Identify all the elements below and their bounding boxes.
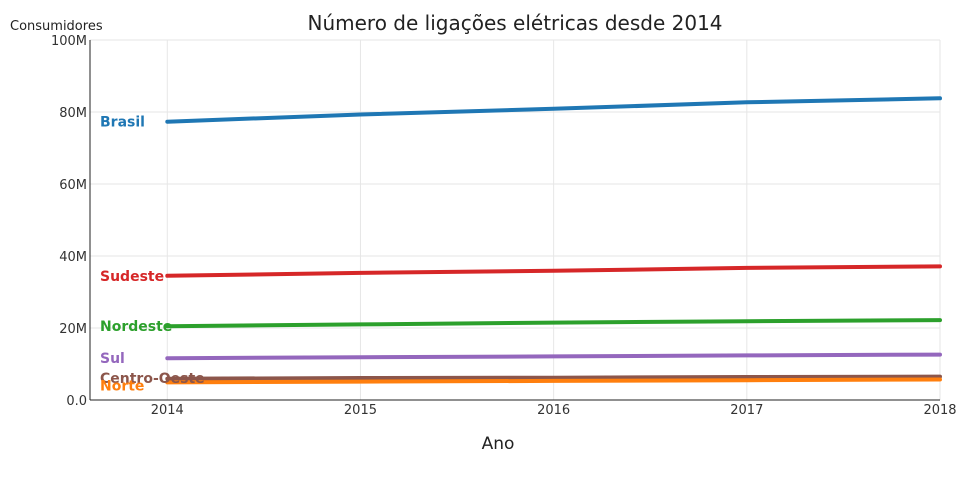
- series-layer: [165, 96, 942, 385]
- series-label-brasil: Brasil: [100, 115, 145, 131]
- x-tick-label: 2017: [730, 403, 763, 418]
- grid-layer: [90, 39, 941, 400]
- y-tick-label: 60M: [59, 178, 87, 193]
- series-label-sul: Sul: [100, 351, 125, 367]
- series-label-centro-oeste: Centro-Oeste: [100, 371, 205, 387]
- y-axis-title: Consumidores: [10, 19, 103, 34]
- x-tick-label: 2014: [151, 403, 184, 418]
- axis-layer: 0.0 20M 40M 60M 80M 100M 2014 2015 2016 2017 2018: [51, 34, 957, 418]
- series-line-centro-oeste: [165, 374, 942, 381]
- y-tick-label: 20M: [59, 322, 87, 337]
- chart-title: Número de ligações elétricas desde 2014: [307, 11, 722, 35]
- series-line-nordeste: [165, 318, 942, 329]
- series-line-norte: [165, 377, 942, 385]
- y-tick-label: 0.0: [66, 394, 87, 409]
- series-label-norte: Norte: [100, 378, 144, 394]
- y-tick-label: 40M: [59, 250, 87, 265]
- series-label-sudeste: Sudeste: [100, 269, 164, 285]
- series-line-sudeste: [165, 264, 942, 278]
- x-tick-label: 2018: [923, 403, 956, 418]
- series-label-layer: Brasil Sudeste Nordeste Sul Centro-OesteNort…: [100, 115, 205, 395]
- series-line-brasil: [165, 96, 942, 124]
- series-line-sul: [165, 352, 942, 361]
- y-tick-label: 80M: [59, 106, 87, 121]
- x-tick-label: 2015: [344, 403, 377, 418]
- y-tick-label: 100M: [51, 34, 87, 49]
- x-axis-title: Ano: [482, 434, 515, 454]
- x-tick-label: 2016: [537, 403, 570, 418]
- series-label-nordeste: Nordeste: [100, 319, 172, 335]
